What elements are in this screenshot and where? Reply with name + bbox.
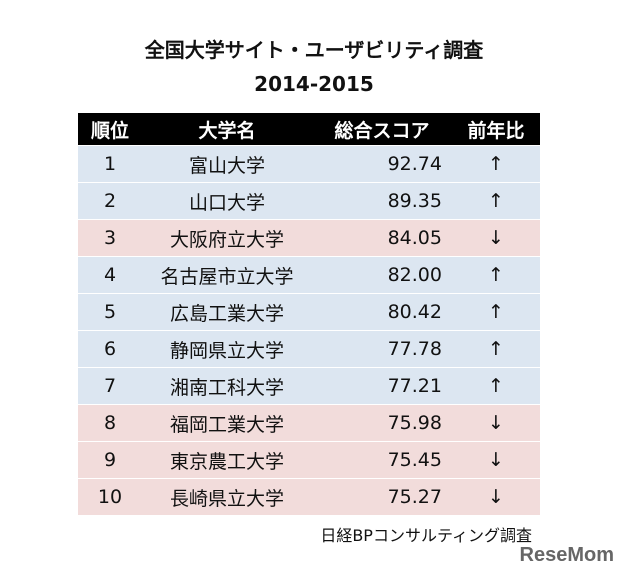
table-cell: ↑ — [488, 301, 504, 323]
table-cell: ↓ — [488, 227, 504, 249]
table-cell: 82.00 — [387, 264, 442, 286]
subtitle: 2014-2015 — [254, 72, 374, 96]
table-cell: 広島工業大学 — [169, 302, 284, 325]
title: 全国大学サイト・ユーザビリティ調査 — [144, 38, 484, 62]
column-header: 大学名 — [198, 119, 256, 142]
column-header: 総合スコア — [334, 119, 430, 142]
table-row: 1 富山大学 92.74 ↑ — [78, 146, 540, 183]
table-cell: 9 — [103, 449, 117, 471]
header-row: 順位 大学名 総合スコア 前年比 — [78, 113, 540, 146]
table-cell: 6 — [103, 338, 117, 360]
table-cell: 3 — [103, 227, 117, 249]
table-cell: 7 — [103, 375, 117, 397]
source: 日経BPコンサルティング調査 — [320, 526, 532, 545]
table-cell: 84.05 — [387, 227, 442, 249]
column-header: 順位 — [90, 119, 129, 142]
table-cell: 80.42 — [387, 301, 442, 323]
table-cell: 大阪府立大学 — [169, 228, 284, 251]
table-cell: ↓ — [488, 412, 504, 434]
table-cell: 山口大学 — [188, 191, 265, 214]
table-cell: ↑ — [488, 338, 504, 360]
logo: ReseMom — [519, 544, 614, 566]
table-row: 8 福岡工業大学 75.98 ↓ — [78, 405, 540, 442]
table-cell: 8 — [103, 412, 117, 434]
table-cell: 湘南工科大学 — [169, 376, 284, 399]
table-row: 10 長崎県立大学 75.27 ↓ — [78, 479, 540, 516]
table-row: 5 広島工業大学 80.42 ↑ — [78, 294, 540, 331]
table-cell: 75.27 — [387, 486, 442, 508]
table-cell: ↑ — [488, 264, 504, 286]
table-cell: ↑ — [488, 190, 504, 212]
table-cell: 75.98 — [387, 412, 442, 434]
table-cell: ↓ — [488, 449, 504, 471]
table-cell: 92.74 — [387, 153, 442, 175]
table-cell: 5 — [103, 301, 117, 323]
table-cell: 75.45 — [387, 449, 442, 471]
table-cell: 77.78 — [387, 338, 442, 360]
table-row: 2 山口大学 89.35 ↑ — [78, 183, 540, 220]
column-header: 前年比 — [467, 119, 525, 142]
table-row: 6 静岡県立大学 77.78 ↑ — [78, 331, 540, 368]
table-cell: 長崎県立大学 — [169, 487, 284, 510]
table-row: 4 名古屋市立大学 82.00 ↑ — [78, 257, 540, 294]
table-cell: 名古屋市立大学 — [160, 265, 294, 288]
table-row: 3 大阪府立大学 84.05 ↓ — [78, 220, 540, 257]
table-cell: ↓ — [488, 486, 504, 508]
table-cell: 静岡県立大学 — [169, 339, 284, 362]
table-row: 7 湘南工科大学 77.21 ↑ — [78, 368, 540, 405]
table-cell: 東京農工大学 — [169, 450, 284, 473]
table-cell: 89.35 — [387, 190, 442, 212]
table-cell: 4 — [103, 264, 117, 286]
table: 順位 大学名 総合スコア 前年比 1 富山大学 92.74 ↑ 2 山口大学 89.35 ↑ 3 大阪府立… — [78, 113, 540, 516]
table-cell: 福岡工業大学 — [169, 413, 284, 436]
table-cell: 2 — [103, 190, 117, 212]
table-cell: 富山大学 — [188, 154, 265, 177]
table-cell: ↑ — [488, 375, 504, 397]
table-cell: 1 — [103, 153, 117, 175]
table-cell: ↑ — [488, 153, 504, 175]
table-cell: 77.21 — [387, 375, 442, 397]
table-cell: 10 — [97, 486, 123, 508]
table-row: 9 東京農工大学 75.45 ↓ — [78, 442, 540, 479]
